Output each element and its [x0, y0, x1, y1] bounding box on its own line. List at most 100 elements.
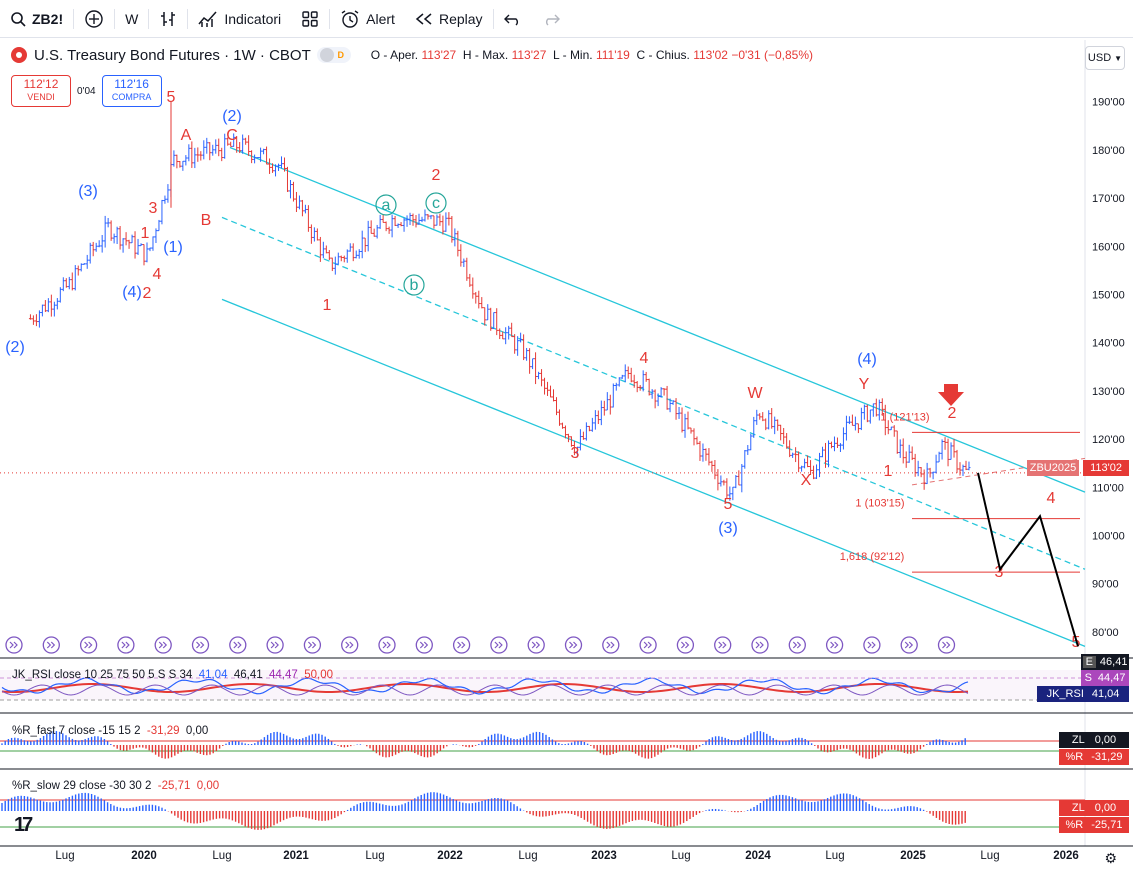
ohlc-bar — [327, 250, 331, 261]
close-value: 113'02 — [693, 48, 728, 62]
event-icon — [191, 636, 210, 654]
event-icon-circle — [490, 636, 508, 654]
ohlc-bar — [208, 142, 212, 161]
ohlc-bar — [767, 410, 771, 430]
add-symbol-button[interactable] — [74, 0, 114, 38]
ohlc-bar — [256, 157, 260, 159]
top-toolbar: ZB2! W Indicatori Alert R — [0, 0, 1133, 38]
ohlc-bar — [949, 442, 953, 460]
ohlc-bar — [557, 409, 561, 426]
high-value: 113'27 — [511, 48, 547, 62]
event-icon-circle — [714, 636, 732, 654]
wave-label: (4) — [857, 351, 877, 368]
wave-label: (4) — [122, 284, 142, 301]
ohlc-bar — [288, 179, 292, 199]
ohlc-bar — [498, 328, 502, 340]
ohlc-bar — [922, 469, 926, 490]
ohlc-bar — [112, 233, 116, 244]
ohlc-bar — [61, 277, 65, 292]
wave-label: c — [432, 195, 440, 212]
ohlc-bar — [734, 475, 738, 489]
indicators-label: Indicatori — [224, 10, 282, 27]
ohlc-bar — [235, 135, 239, 153]
ohlc-bar — [226, 137, 230, 146]
ohlc-bar — [608, 394, 612, 415]
rfast-legend: %R_fast 7 close -15 15 2 -31,29 0,00 — [12, 725, 208, 737]
fib-level-label: 1 (103'15) — [855, 498, 904, 510]
redo-button[interactable] — [532, 0, 570, 38]
undo-button[interactable] — [494, 0, 532, 38]
ohlc-bar — [462, 258, 466, 268]
chart-type-button[interactable] — [149, 0, 187, 38]
divider — [114, 8, 116, 29]
ohlc-bar — [130, 234, 134, 244]
buy-button[interactable]: 112'16 COMPRA — [101, 75, 162, 107]
currency-selector[interactable]: USD ▼ — [1085, 46, 1125, 70]
ohlc-bar — [435, 214, 439, 226]
ohlc-bar — [919, 467, 923, 478]
ohlc-bar — [324, 245, 328, 254]
divider — [148, 8, 150, 29]
ohlc-bar — [659, 387, 663, 398]
wave-label: W — [747, 385, 763, 402]
ohlc-bar — [366, 220, 370, 252]
event-icon-chevrons — [755, 641, 764, 649]
event-icon — [341, 636, 359, 654]
gear-icon[interactable]: ⚙ — [1104, 850, 1117, 866]
sell-button[interactable]: 112'12 VENDI — [11, 75, 71, 107]
price-tick-label: 190'00 — [1092, 97, 1125, 109]
alert-button[interactable]: Alert — [330, 0, 405, 38]
interval-button[interactable]: W — [115, 0, 148, 38]
event-icon — [863, 636, 881, 654]
open-value: 113'27 — [421, 48, 457, 62]
price-tick-label: 150'00 — [1092, 290, 1125, 302]
ohlc-bar — [800, 465, 804, 472]
ohlc-bar — [211, 144, 215, 156]
time-tick-label: 2021 — [283, 850, 309, 862]
ohlc-bar — [423, 209, 427, 222]
ohlc-bar — [118, 225, 122, 250]
ohlc-bar — [330, 257, 334, 272]
ohlc-bar — [199, 151, 203, 161]
channel-upper-line — [229, 146, 1086, 493]
layouts-button[interactable] — [291, 0, 329, 38]
ohlc-bar — [172, 150, 176, 167]
rsi-jk-tag: JK_RSI 41,04 — [1037, 686, 1129, 702]
indicators-button[interactable]: Indicatori — [188, 0, 291, 38]
event-icon-circle — [117, 636, 135, 654]
symbol-search[interactable]: ZB2! — [0, 0, 73, 38]
ohlc-bar — [641, 370, 645, 392]
ohlc-bar — [345, 249, 349, 263]
event-icon-circle — [415, 636, 433, 654]
event-icon — [676, 636, 695, 654]
divider — [73, 8, 75, 29]
event-icon-circle — [527, 636, 545, 654]
rslow-r-value: -25,71 — [1091, 819, 1123, 831]
ohlc-bar — [546, 381, 550, 396]
ohlc-bar — [779, 424, 783, 441]
ohlc-bar — [755, 409, 759, 425]
ohlc-bar — [504, 327, 508, 345]
ohlc-bar — [847, 416, 851, 425]
rfast-value: -31,29 — [146, 725, 180, 737]
ohlc-bar — [522, 334, 526, 361]
ohlc-bar — [190, 141, 194, 168]
status-pill[interactable]: D — [316, 47, 351, 63]
event-icon-circle — [452, 636, 471, 654]
divider — [492, 8, 494, 29]
ohlc-bar — [241, 134, 245, 154]
ohlc-bar — [354, 250, 358, 259]
rsi-value-3: 44,47 — [269, 669, 298, 681]
event-icon-circle — [863, 636, 881, 654]
replay-button[interactable]: Replay — [405, 0, 493, 38]
event-icon — [303, 636, 322, 654]
ohlc-bar — [662, 388, 666, 396]
ohlc-bar — [202, 140, 206, 160]
ohlc-bar — [432, 215, 436, 229]
chevron-down-icon: ▼ — [1114, 53, 1123, 63]
ohlc-bar — [31, 315, 35, 325]
wave-label: X — [801, 472, 812, 489]
current-price-tag: 113'02 — [1083, 460, 1129, 476]
ohlc-bar — [838, 443, 842, 452]
